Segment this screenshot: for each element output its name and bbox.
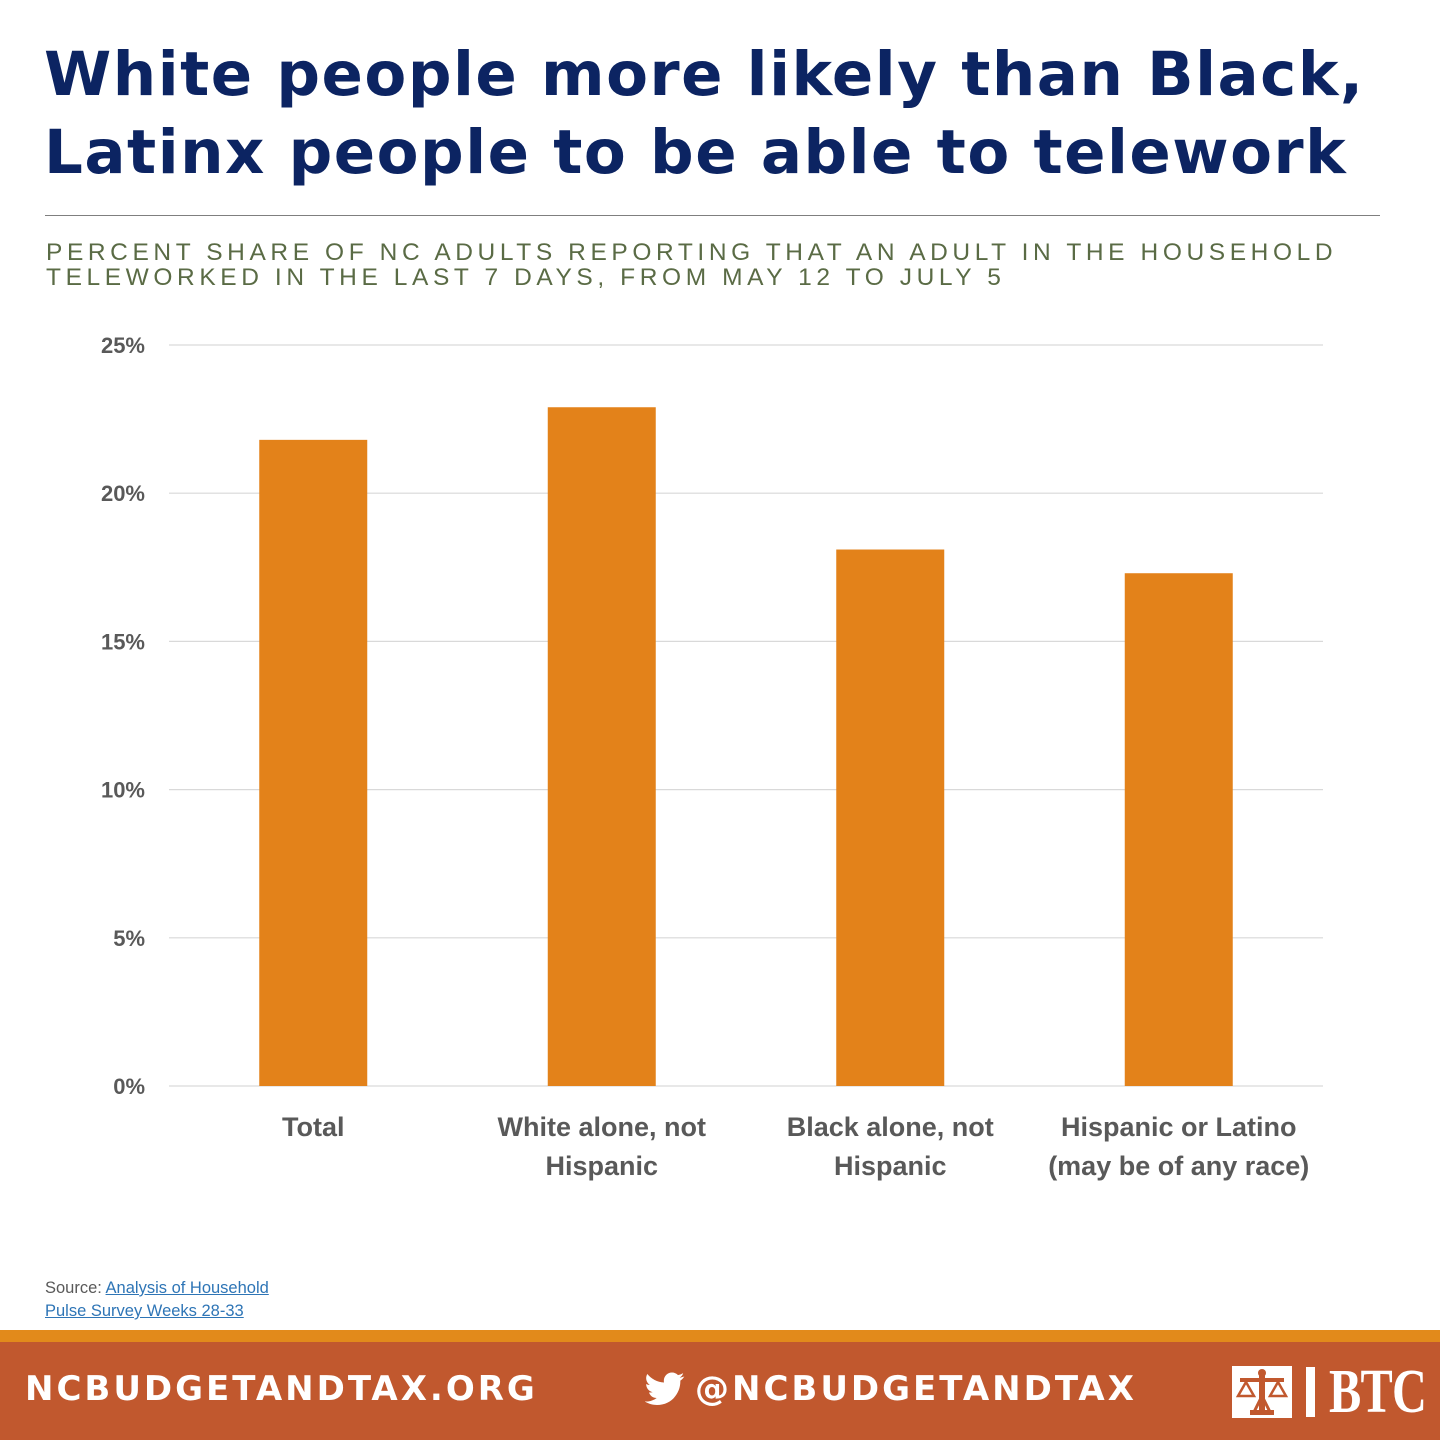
subtitle-line-2: TELEWORKED IN THE LAST 7 DAYS, FROM MAY … bbox=[46, 264, 1006, 291]
x-category-label: Black alone, not bbox=[787, 1112, 994, 1142]
y-axis-tick-labels: 0% 5% 10% 15% 20% 25% bbox=[101, 333, 145, 1099]
title-divider bbox=[45, 215, 1380, 216]
x-axis-category-labels: Total White alone, not Hispanic Black alone… bbox=[282, 1112, 1309, 1181]
twitter-bird-icon bbox=[645, 1372, 685, 1405]
source-note: Source: Analysis of Household Pulse Surv… bbox=[45, 1277, 269, 1323]
title-line-2: Latinx people to be able to telework bbox=[44, 117, 1348, 188]
bar bbox=[547, 407, 656, 1086]
twitter-link[interactable]: @NCBUDGETANDTAX bbox=[645, 1369, 1137, 1409]
subtitle-line-1: PERCENT SHARE OF NC ADULTS REPORTING THA… bbox=[46, 239, 1338, 266]
x-category-label: Hispanic or Latino bbox=[1061, 1112, 1297, 1142]
btc-logo: BTC bbox=[1232, 1358, 1440, 1426]
footer-stripe bbox=[0, 1330, 1440, 1342]
website-link[interactable]: NCBUDGETANDTAX.ORG bbox=[25, 1369, 538, 1409]
x-category-label: Hispanic bbox=[834, 1151, 947, 1181]
source-link-line-2[interactable]: Pulse Survey Weeks 28-33 bbox=[45, 1302, 244, 1320]
x-category-label: (may be of any race) bbox=[1048, 1151, 1309, 1181]
bar-chart: 0% 5% 10% 15% 20% 25% Total White alone, not Hi… bbox=[101, 333, 1323, 1181]
bar bbox=[1124, 573, 1233, 1086]
footer-bar: NCBUDGETANDTAX.ORG @NCBUDGETANDTAX BTC bbox=[0, 1342, 1440, 1440]
twitter-handle: @NCBUDGETANDTAX bbox=[695, 1369, 1137, 1409]
x-category-label: White alone, not bbox=[498, 1112, 707, 1142]
y-tick-label: 10% bbox=[101, 778, 145, 803]
y-tick-label: 20% bbox=[101, 481, 145, 506]
scales-icon bbox=[1232, 1366, 1292, 1418]
bar bbox=[836, 549, 945, 1086]
source-label: Source: bbox=[45, 1279, 106, 1297]
y-tick-label: 15% bbox=[101, 629, 145, 654]
y-tick-label: 5% bbox=[113, 926, 145, 951]
chart-title: White people more likely than Black, Lat… bbox=[44, 36, 1414, 192]
bar bbox=[259, 439, 368, 1086]
bars bbox=[259, 407, 1233, 1086]
x-category-label: Total bbox=[282, 1112, 345, 1142]
x-category-label: Hispanic bbox=[545, 1151, 658, 1181]
chart-subtitle: PERCENT SHARE OF NC ADULTS REPORTING THA… bbox=[46, 240, 1406, 290]
logo-text: BTC bbox=[1329, 1358, 1427, 1426]
source-link-line-1[interactable]: Analysis of Household bbox=[105, 1279, 269, 1297]
title-line-1: White people more likely than Black, bbox=[44, 39, 1365, 110]
y-tick-label: 25% bbox=[101, 333, 145, 358]
logo-divider bbox=[1306, 1367, 1315, 1417]
y-tick-label: 0% bbox=[113, 1074, 145, 1099]
